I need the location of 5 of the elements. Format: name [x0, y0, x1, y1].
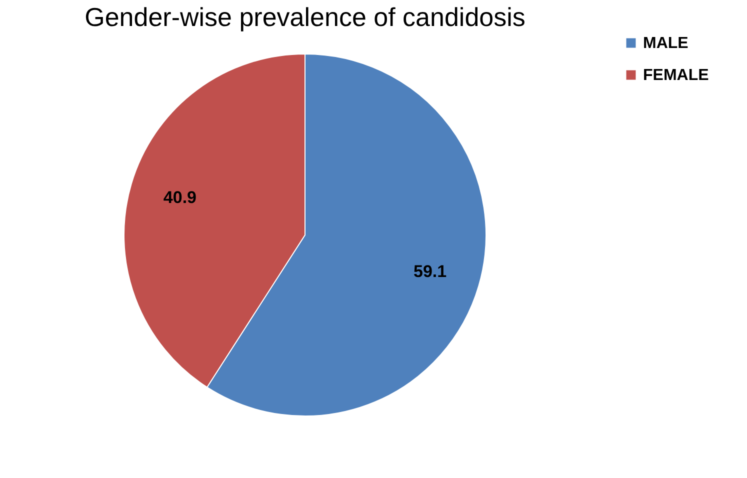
- data-label: 40.9: [163, 188, 197, 208]
- chart-title: Gender-wise prevalence of candidosis: [84, 2, 526, 32]
- legend-label: FEMALE: [643, 67, 710, 84]
- legend-label: MALE: [643, 35, 689, 52]
- data-label: 59.1: [413, 262, 447, 281]
